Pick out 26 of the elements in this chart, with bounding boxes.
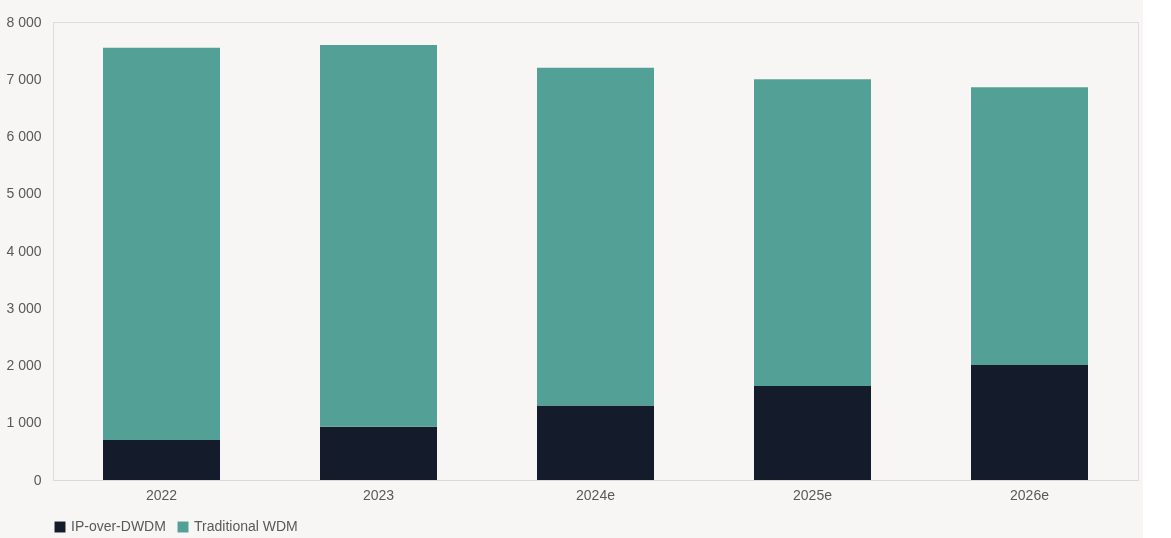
bar — [971, 87, 1088, 365]
y-tick-label: 4 000 — [6, 242, 42, 259]
y-tick-label: 6 000 — [6, 128, 42, 144]
legend-label: Traditional WDM — [194, 518, 298, 534]
bar — [103, 47, 220, 440]
y-tick-label: 3 000 — [6, 299, 42, 316]
x-tick-label: 2025e — [793, 486, 833, 503]
bar — [754, 79, 871, 387]
y-tick-label: 0 — [33, 471, 42, 488]
x-tick-label: 2026e — [1010, 486, 1050, 503]
y-tick-label: 7 000 — [6, 70, 42, 87]
bar — [971, 364, 1088, 480]
bar — [320, 426, 437, 480]
y-tick-label: 5 000 — [6, 185, 42, 202]
legend-label: IP-over-DWDM — [71, 518, 166, 534]
y-tick-label: 8 000 — [6, 13, 42, 30]
x-tick-label: 2022 — [145, 486, 178, 503]
bar — [320, 44, 437, 427]
bar — [103, 439, 220, 480]
bar — [754, 386, 871, 480]
x-tick-label: 2023 — [362, 486, 395, 503]
y-tick-label: 2 000 — [6, 357, 42, 373]
bar — [537, 405, 654, 480]
x-tick-label: 2024e — [576, 486, 616, 503]
y-tick-label: 1 000 — [6, 414, 42, 431]
bar — [537, 67, 654, 406]
